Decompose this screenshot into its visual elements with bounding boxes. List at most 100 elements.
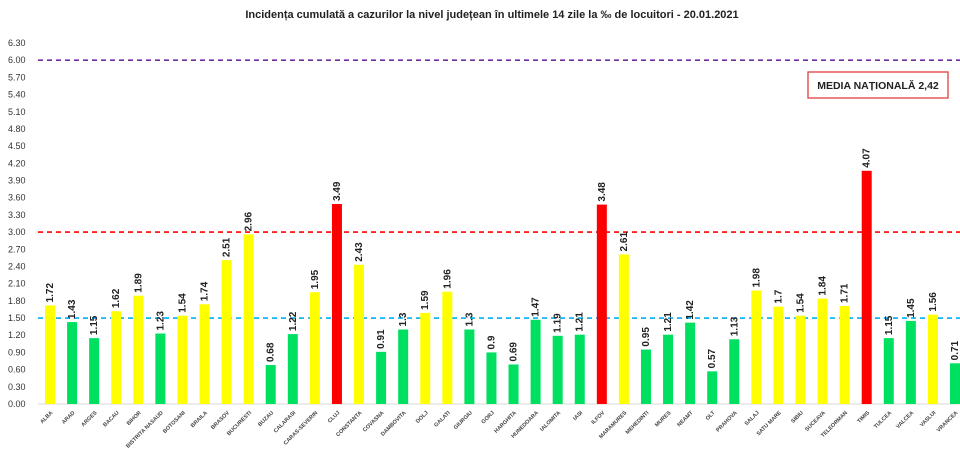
- y-axis: 0.00 0.30 0.60 0.90 1.20 1.50 1.80 2.10 2.40 2.70…: [8, 38, 26, 409]
- bar: [883, 338, 894, 404]
- bar: [177, 315, 188, 404]
- bar: [221, 260, 232, 404]
- category-label: IALOMITA: [539, 410, 562, 433]
- category-label: PRAHOVA: [715, 410, 738, 433]
- category-label: SUCEAVA: [804, 410, 827, 433]
- data-label: 1.84: [818, 276, 829, 296]
- chart-title: Incidența cumulată a cazurilor la nivel …: [245, 9, 738, 21]
- data-label: 1.7: [773, 289, 784, 303]
- data-label: 1.13: [729, 316, 740, 336]
- data-label: 1.59: [420, 290, 431, 310]
- bar: [287, 334, 298, 404]
- category-label: VRANCEA: [936, 410, 959, 433]
- bar: [817, 298, 828, 404]
- category-label: DOLJ: [415, 410, 430, 425]
- bar: [442, 291, 453, 404]
- y-tick-label: 3.30: [8, 210, 26, 220]
- y-tick-label: 6.30: [8, 38, 26, 48]
- bar: [574, 334, 585, 404]
- national-average-box: MEDIA NAȚIONALĂ 2,42: [807, 71, 949, 99]
- data-label: 1.89: [133, 273, 144, 293]
- y-tick-label: 4.20: [8, 158, 26, 168]
- bar: [640, 349, 651, 404]
- y-tick-label: 1.80: [8, 296, 26, 306]
- data-label: 1.43: [67, 299, 78, 319]
- bar: [729, 339, 740, 404]
- category-label: ARAD: [61, 410, 76, 425]
- data-label: 2.43: [354, 242, 365, 262]
- category-label: TULCEA: [873, 410, 893, 430]
- category-label: BACAU: [102, 410, 120, 428]
- data-label: 1.95: [310, 269, 321, 289]
- data-label: 2.51: [222, 237, 233, 257]
- data-label: 0.71: [950, 340, 960, 360]
- bar: [354, 264, 365, 404]
- bar: [950, 363, 960, 404]
- data-label: 1.72: [45, 283, 56, 303]
- bar: [464, 329, 475, 404]
- category-label: ARGES: [80, 410, 98, 428]
- data-label: 1.54: [177, 293, 188, 313]
- bar: [530, 319, 541, 404]
- data-label: 1.3: [464, 312, 475, 326]
- data-label: 0.57: [707, 348, 718, 368]
- data-label: 0.69: [509, 342, 520, 362]
- bar: [927, 314, 938, 404]
- data-label: 1.21: [575, 312, 586, 332]
- y-tick-label: 4.50: [8, 141, 26, 151]
- bar: [111, 311, 122, 404]
- category-label: TIMIS: [857, 410, 872, 425]
- y-tick-label: 5.10: [8, 107, 26, 117]
- y-tick-label: 1.20: [8, 330, 26, 340]
- bar: [839, 306, 850, 404]
- data-label: 1.71: [840, 283, 851, 303]
- y-tick-label: 3.90: [8, 176, 26, 186]
- category-label: VASLUI: [919, 410, 938, 429]
- category-label: GALATI: [433, 410, 452, 429]
- bars: 1.72 1.43 1.15 1.62 1.89 1.23 1.54 1.74 2.51 2.96…: [45, 148, 960, 404]
- y-tick-label: 0.00: [8, 399, 26, 409]
- category-label: ALBA: [39, 410, 54, 425]
- y-tick-label: 5.40: [8, 90, 26, 100]
- bar: [133, 295, 144, 404]
- data-label: 1.54: [795, 293, 806, 313]
- bar: [331, 204, 342, 404]
- y-tick-label: 0.30: [8, 382, 26, 392]
- bar: [618, 254, 629, 404]
- bar: [420, 312, 431, 404]
- category-label: BOTOSANI: [162, 410, 187, 435]
- data-label: 0.9: [486, 335, 497, 349]
- data-label: 3.49: [332, 181, 343, 201]
- category-label: GIURGIU: [453, 410, 474, 431]
- data-label: 0.68: [266, 342, 277, 362]
- data-label: 2.96: [244, 211, 255, 231]
- y-tick-label: 2.10: [8, 279, 26, 289]
- data-label: 1.96: [442, 269, 453, 289]
- y-tick-label: 2.70: [8, 244, 26, 254]
- national-average-label: MEDIA NAȚIONALĂ 2,42: [817, 79, 939, 92]
- bar: [773, 306, 784, 404]
- bar: [265, 365, 276, 404]
- bar: [663, 334, 674, 404]
- bar: [685, 322, 696, 404]
- y-tick-label: 2.40: [8, 261, 26, 271]
- data-label: 2.61: [619, 232, 630, 252]
- bar: [376, 351, 387, 404]
- y-tick-label: 0.60: [8, 365, 26, 375]
- data-label: 1.22: [288, 311, 299, 331]
- category-label: VALCEA: [895, 410, 915, 430]
- bar: [861, 170, 872, 404]
- bar: [89, 338, 100, 404]
- data-label: 1.19: [553, 313, 564, 333]
- data-label: 1.15: [89, 315, 100, 335]
- bar: [398, 329, 409, 404]
- bar: [67, 322, 78, 404]
- data-label: 3.48: [597, 182, 608, 202]
- data-label: 1.98: [751, 268, 762, 288]
- y-tick-label: 4.80: [8, 124, 26, 134]
- data-label: 1.21: [663, 312, 674, 332]
- bar: [508, 364, 519, 404]
- bar: [596, 204, 607, 404]
- category-label: NEAMT: [676, 410, 695, 429]
